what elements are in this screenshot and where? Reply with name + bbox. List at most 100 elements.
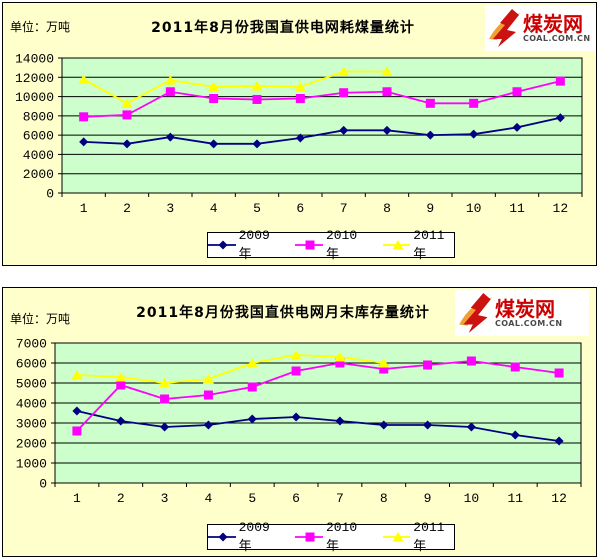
chart-title: 2011年8月份我国直供电网月末库存量统计 bbox=[136, 305, 430, 321]
y-tick-label: 6000 bbox=[16, 357, 47, 372]
legend-item-2011年: 2011年 bbox=[382, 228, 454, 262]
coal-logo-icon bbox=[459, 293, 493, 333]
square-marker-icon bbox=[122, 110, 132, 120]
legend-label: 2010年 bbox=[325, 228, 358, 262]
square-marker-icon bbox=[305, 532, 315, 542]
diamond-marker-icon bbox=[423, 420, 433, 430]
x-tick-label: 12 bbox=[551, 491, 567, 506]
legend-label: 2009年 bbox=[238, 228, 270, 262]
consumption-chart-panel: 单位：万吨 2011年8月份我国直供电网耗煤量统计 煤炭网 COAL.COM.C… bbox=[2, 2, 597, 266]
square-marker-icon bbox=[466, 356, 476, 366]
square-marker-icon bbox=[379, 364, 389, 374]
diamond-marker-icon bbox=[382, 125, 392, 135]
y-tick-label: 7000 bbox=[16, 337, 47, 352]
triangle-marker-icon bbox=[71, 370, 83, 380]
diamond-marker-icon bbox=[291, 412, 301, 422]
triangle-marker-icon bbox=[392, 240, 404, 250]
square-marker-icon bbox=[382, 87, 392, 97]
diamond-marker-icon bbox=[555, 113, 565, 123]
x-tick-label: 9 bbox=[426, 201, 434, 216]
unit-label: 单位：万吨 bbox=[10, 312, 71, 326]
diamond-marker-icon bbox=[339, 125, 349, 135]
triangle-marker-icon bbox=[294, 81, 306, 92]
square-marker-icon bbox=[512, 87, 522, 97]
triangle-marker-icon bbox=[159, 378, 171, 388]
y-tick-label: 5000 bbox=[16, 377, 47, 392]
diamond-marker-icon bbox=[209, 139, 219, 149]
diamond-marker-icon bbox=[510, 430, 520, 440]
square-marker-icon bbox=[291, 366, 301, 376]
triangle-marker-icon bbox=[115, 372, 127, 382]
coal-com-cn-logo: 煤炭网 COAL.COM.CN bbox=[485, 5, 596, 51]
square-marker-icon bbox=[160, 394, 170, 404]
x-tick-label: 4 bbox=[205, 491, 213, 506]
legend-item-2009年: 2009年 bbox=[208, 520, 279, 554]
square-marker-icon bbox=[555, 76, 565, 86]
y-tick-label: 2000 bbox=[16, 437, 47, 452]
diamond-marker-icon bbox=[252, 139, 262, 149]
square-marker-icon bbox=[510, 362, 520, 372]
triangle-marker-icon bbox=[164, 75, 176, 85]
square-marker-icon bbox=[305, 240, 315, 250]
legend-square-icon bbox=[295, 532, 323, 542]
coal-logo-icon bbox=[489, 9, 521, 47]
diamond-marker-icon bbox=[295, 133, 305, 143]
diamond-marker-icon bbox=[554, 436, 564, 446]
logo-name: 煤炭网 bbox=[523, 11, 583, 36]
square-marker-icon bbox=[209, 94, 219, 103]
diamond-marker-icon bbox=[469, 129, 479, 139]
y-tick-label: 1000 bbox=[16, 457, 47, 472]
x-tick-label: 11 bbox=[509, 201, 525, 216]
square-marker-icon bbox=[116, 380, 126, 390]
x-tick-label: 7 bbox=[336, 491, 344, 506]
x-tick-label: 4 bbox=[210, 201, 218, 216]
diamond-marker-icon bbox=[512, 122, 522, 132]
diamond-marker-icon bbox=[203, 420, 213, 430]
chart-legend: 2009年 2010年 2011年 bbox=[207, 228, 455, 262]
coal-com-cn-logo: 煤炭网 COAL.COM.CN bbox=[455, 290, 589, 336]
diamond-marker-icon bbox=[379, 420, 389, 430]
triangle-marker-icon bbox=[392, 532, 404, 542]
square-marker-icon bbox=[469, 98, 479, 108]
triangle-marker-icon bbox=[251, 80, 263, 91]
y-tick-label: 0 bbox=[39, 477, 47, 492]
legend-triangle-icon bbox=[382, 532, 411, 542]
triangle-marker-icon bbox=[246, 358, 258, 368]
legend-diamond-icon bbox=[208, 240, 236, 250]
y-tick-label: 6000 bbox=[23, 129, 54, 144]
triangle-marker-icon bbox=[121, 98, 133, 108]
y-tick-label: 4000 bbox=[23, 148, 54, 163]
x-tick-label: 10 bbox=[464, 491, 480, 506]
logo-domain: COAL.COM.CN bbox=[523, 33, 591, 43]
diamond-marker-icon bbox=[466, 422, 476, 432]
diamond-marker-icon bbox=[122, 139, 132, 149]
y-tick-label: 3000 bbox=[16, 417, 47, 432]
legend-diamond-icon bbox=[208, 532, 236, 542]
legend-item-2009年: 2009年 bbox=[208, 228, 279, 262]
square-marker-icon bbox=[203, 390, 213, 400]
x-tick-label: 12 bbox=[553, 201, 569, 216]
logo-name: 煤炭网 bbox=[495, 296, 555, 321]
x-tick-label: 2 bbox=[123, 201, 131, 216]
x-tick-label: 10 bbox=[466, 201, 482, 216]
square-marker-icon bbox=[339, 88, 349, 98]
logo-domain: COAL.COM.CN bbox=[495, 318, 563, 328]
diamond-marker-icon bbox=[247, 414, 257, 424]
y-tick-label: 14000 bbox=[15, 52, 54, 67]
triangle-marker-icon bbox=[208, 81, 220, 92]
triangle-marker-icon bbox=[381, 66, 393, 76]
legend-square-icon bbox=[295, 240, 323, 250]
legend-item-2010年: 2010年 bbox=[295, 520, 366, 554]
square-marker-icon bbox=[335, 358, 345, 368]
legend-label: 2011年 bbox=[413, 520, 445, 554]
diamond-marker-icon bbox=[72, 406, 82, 416]
y-tick-label: 4000 bbox=[16, 397, 47, 412]
square-marker-icon bbox=[247, 382, 257, 392]
legend-label: 2009年 bbox=[238, 520, 270, 554]
y-tick-label: 2000 bbox=[23, 167, 54, 182]
diamond-marker-icon bbox=[160, 422, 170, 432]
legend-label: 2011年 bbox=[413, 228, 445, 262]
x-tick-label: 1 bbox=[80, 201, 88, 216]
